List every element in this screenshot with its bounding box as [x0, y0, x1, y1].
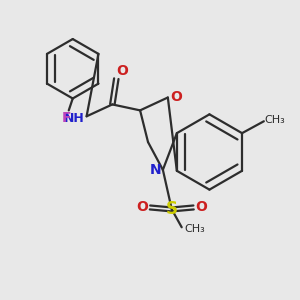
Text: O: O	[116, 64, 128, 78]
Text: S: S	[166, 200, 178, 218]
Text: NH: NH	[64, 112, 85, 125]
Text: O: O	[136, 200, 148, 214]
Text: CH₃: CH₃	[264, 115, 285, 125]
Text: O: O	[196, 200, 208, 214]
Text: CH₃: CH₃	[184, 224, 205, 234]
Text: F: F	[62, 111, 71, 125]
Text: O: O	[170, 91, 182, 104]
Text: N: N	[150, 163, 162, 177]
